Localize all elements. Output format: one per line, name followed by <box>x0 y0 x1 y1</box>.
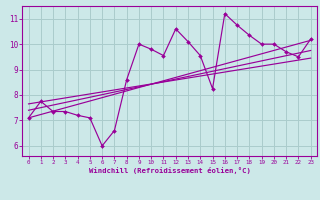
X-axis label: Windchill (Refroidissement éolien,°C): Windchill (Refroidissement éolien,°C) <box>89 167 251 174</box>
